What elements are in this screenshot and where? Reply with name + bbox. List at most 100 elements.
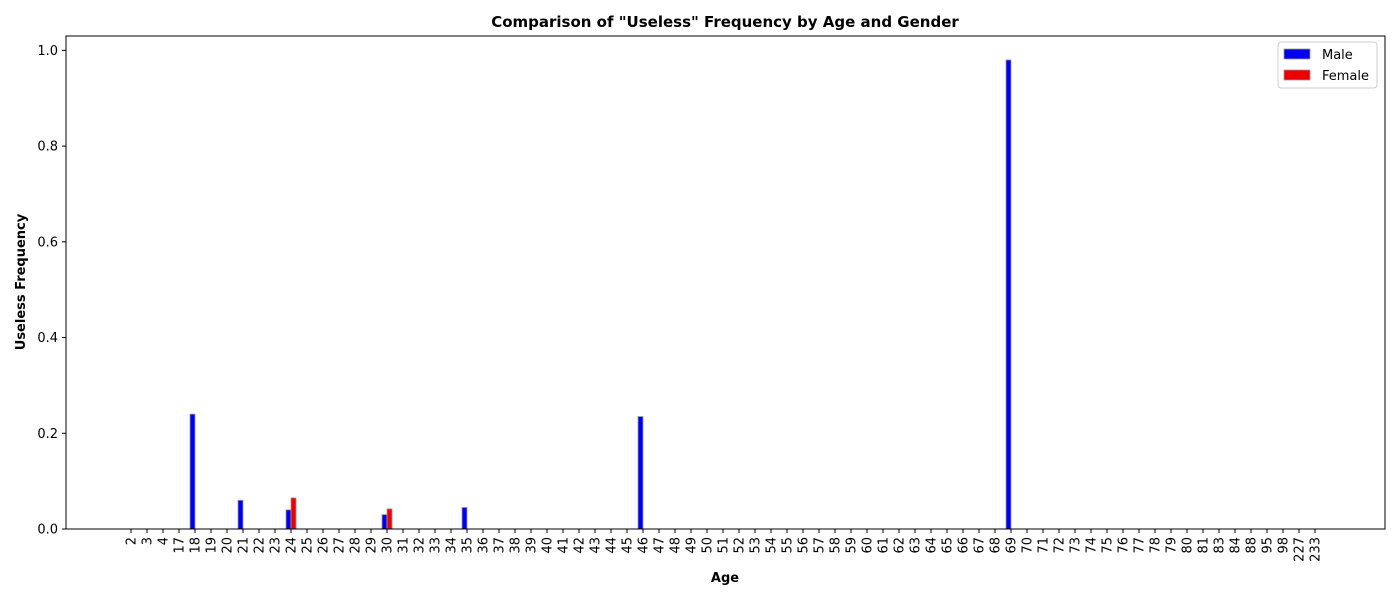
x-tick-label: 73 <box>1069 537 1084 554</box>
x-tick-label: 62 <box>893 537 908 554</box>
x-tick-label: 28 <box>349 537 364 554</box>
x-tick-label: 31 <box>397 537 412 554</box>
x-tick-label: 43 <box>589 537 604 554</box>
x-tick-label: 58 <box>829 537 844 554</box>
x-tick-label: 71 <box>1037 537 1052 554</box>
x-tick-label: 42 <box>573 537 588 554</box>
x-tick-label: 84 <box>1229 537 1244 554</box>
x-tick-label: 50 <box>701 537 716 554</box>
x-tick-label: 17 <box>173 537 188 554</box>
x-tick-label: 55 <box>781 537 796 554</box>
x-tick-label: 51 <box>717 537 732 554</box>
bar-male-21 <box>237 499 244 530</box>
bar-female-30 <box>386 508 393 530</box>
y-ticks-group: 0.0 0.2 0.4 0.6 0.8 1.0 <box>37 44 66 538</box>
x-tick-label: 53 <box>749 537 764 554</box>
x-tick-label: 70 <box>1021 537 1036 554</box>
x-axis-label: Age <box>711 571 739 586</box>
x-tick-label: 20 <box>221 537 236 554</box>
y-axis-label: Useless Frequency <box>14 213 29 350</box>
x-tick-label: 30 <box>381 537 396 554</box>
x-tick-label: 69 <box>1005 537 1020 554</box>
x-tick-label: 25 <box>301 537 316 554</box>
x-tick-label: 4 <box>157 537 172 545</box>
x-tick-label: 34 <box>445 537 460 554</box>
x-tick-label: 88 <box>1245 537 1260 554</box>
x-tick-label: 26 <box>317 537 332 554</box>
bar-male-35 <box>461 507 468 530</box>
x-tick-label: 46 <box>637 537 652 554</box>
x-tick-label: 65 <box>941 537 956 554</box>
x-tick-label: 78 <box>1149 537 1164 554</box>
x-tick-label: 47 <box>653 537 668 554</box>
x-tick-label: 22 <box>253 537 268 554</box>
x-tick-label: 41 <box>557 537 572 554</box>
x-tick-label: 54 <box>765 537 780 554</box>
x-tick-label: 72 <box>1053 537 1068 554</box>
x-tick-label: 67 <box>973 537 988 554</box>
bar-male-69 <box>1005 59 1012 530</box>
x-tick-label: 32 <box>413 537 428 554</box>
x-tick-label: 66 <box>957 537 972 554</box>
x-tick-label: 95 <box>1261 537 1276 554</box>
x-tick-label: 27 <box>333 537 348 554</box>
x-tick-label: 23 <box>269 537 284 554</box>
x-tick-label: 38 <box>509 537 524 554</box>
x-tick-label: 63 <box>909 537 924 554</box>
x-tick-label: 33 <box>429 537 444 554</box>
x-tick-label: 64 <box>925 537 940 554</box>
bar-male-46 <box>637 416 644 530</box>
y-tick-label: 1.0 <box>37 44 58 59</box>
x-tick-label: 59 <box>845 537 860 554</box>
x-tick-label: 40 <box>541 537 556 554</box>
x-tick-label: 98 <box>1277 537 1292 554</box>
legend-label-male: Male <box>1322 48 1353 63</box>
x-tick-label: 36 <box>477 537 492 554</box>
legend-swatch-male <box>1283 48 1311 60</box>
x-tick-label: 18 <box>189 537 204 554</box>
x-tick-label: 57 <box>813 537 828 554</box>
x-tick-label: 80 <box>1181 537 1196 554</box>
bars-group <box>189 59 1012 530</box>
x-tick-label: 83 <box>1213 537 1228 554</box>
x-tick-label: 61 <box>877 537 892 554</box>
x-tick-label: 29 <box>365 537 380 554</box>
y-tick-label: 0.6 <box>37 235 58 250</box>
bar-male-18 <box>189 413 196 530</box>
y-tick-label: 0.4 <box>37 331 58 346</box>
x-tick-label: 60 <box>861 537 876 554</box>
y-tick-label: 0.8 <box>37 140 58 155</box>
x-tick-label: 37 <box>493 537 508 554</box>
x-tick-label: 44 <box>605 537 620 554</box>
x-tick-label: 19 <box>205 537 220 554</box>
x-tick-label: 48 <box>669 537 684 554</box>
x-tick-label: 81 <box>1197 537 1212 554</box>
x-tick-label: 45 <box>621 537 636 554</box>
x-ticks-group: 2 3 4 17 18 19 20 21 22 23 24 25 26 27 28 29 30 31 32 33 34 3… <box>125 529 1324 562</box>
x-tick-label: 233 <box>1309 537 1324 562</box>
x-tick-label: 3 <box>141 537 156 545</box>
x-tick-label: 24 <box>285 537 300 554</box>
x-tick-label: 76 <box>1117 537 1132 554</box>
legend: Male Female <box>1277 41 1378 89</box>
x-tick-label: 68 <box>989 537 1004 554</box>
x-tick-label: 74 <box>1085 537 1100 554</box>
y-tick-label: 0.0 <box>37 523 58 538</box>
legend-swatch-female <box>1283 69 1311 81</box>
x-tick-label: 56 <box>797 537 812 554</box>
bar-female-24 <box>290 497 297 530</box>
bar-male-24 <box>285 509 292 530</box>
x-tick-label: 52 <box>733 537 748 554</box>
y-tick-label: 0.2 <box>37 427 58 442</box>
bar-male-30 <box>381 514 388 530</box>
x-tick-label: 2 <box>125 537 140 545</box>
plot-area-frame <box>65 35 1386 530</box>
x-tick-label: 227 <box>1293 537 1308 562</box>
x-tick-label: 77 <box>1133 537 1148 554</box>
chart-title: Comparison of "Useless" Frequency by Age… <box>491 13 959 31</box>
x-tick-label: 79 <box>1165 537 1180 554</box>
x-tick-label: 35 <box>461 537 476 554</box>
x-tick-label: 21 <box>237 537 252 554</box>
